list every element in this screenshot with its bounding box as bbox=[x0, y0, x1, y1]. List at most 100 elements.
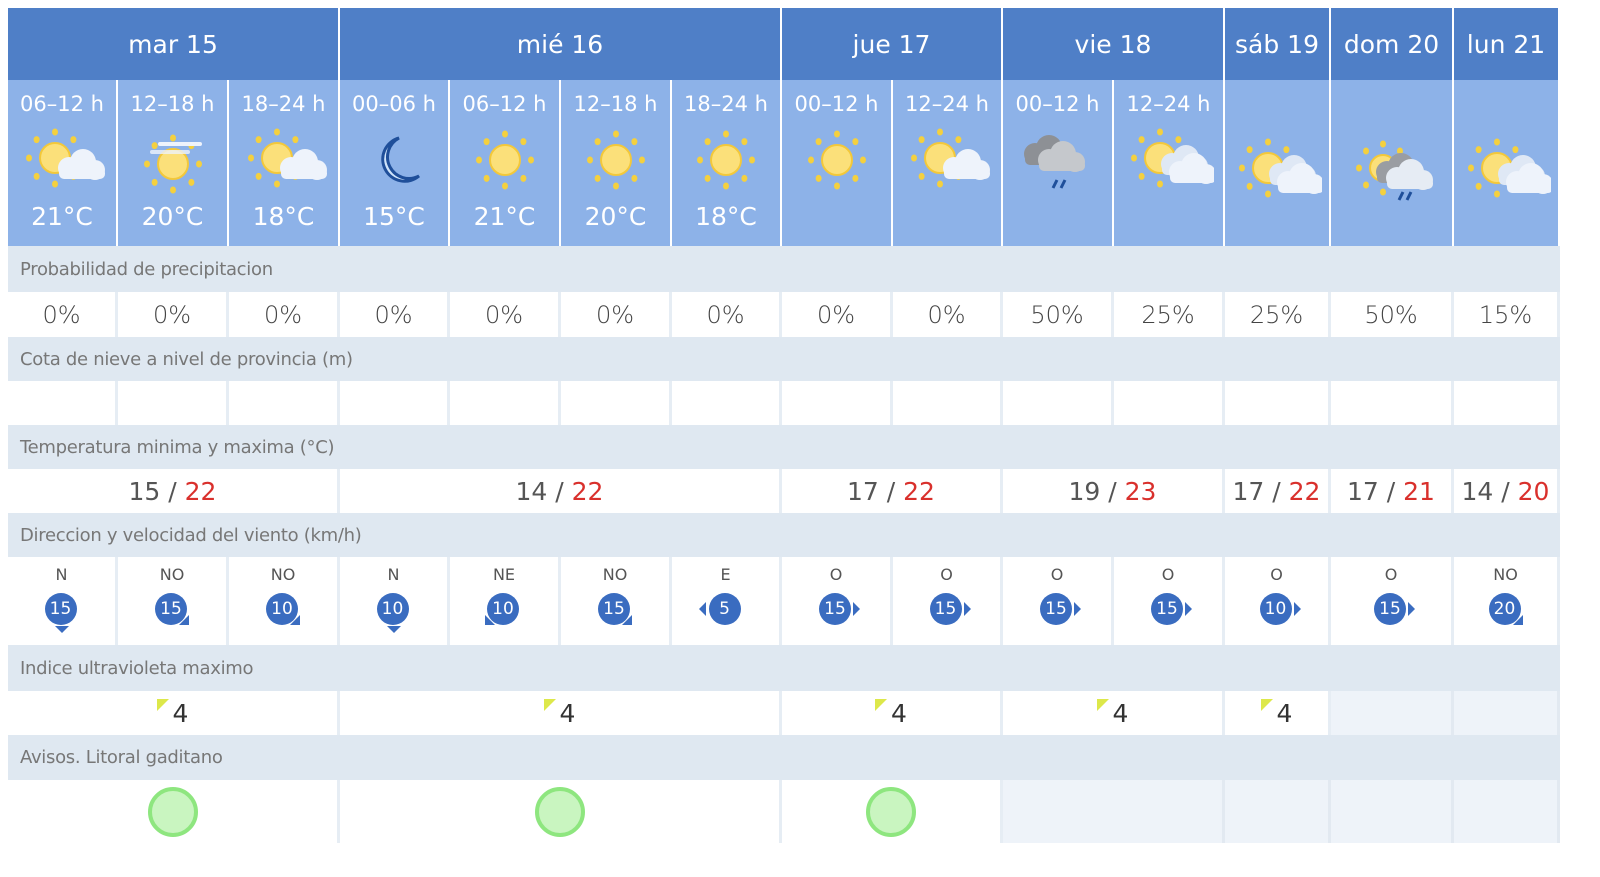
precip-value: 25% bbox=[1225, 292, 1331, 337]
precip-value: 50% bbox=[1331, 292, 1454, 337]
wind-cell: O 15 bbox=[1003, 557, 1114, 645]
wind-badge: 15 bbox=[155, 593, 189, 627]
uv-level-marker-icon bbox=[156, 699, 169, 711]
snow-level-cell bbox=[1003, 381, 1114, 425]
wind-badge: 5 bbox=[698, 593, 743, 627]
sun-clouds-icon bbox=[1124, 120, 1216, 200]
precip-value: 25% bbox=[1114, 292, 1225, 337]
sun-icon bbox=[681, 120, 771, 200]
sun-icon bbox=[571, 120, 661, 200]
day-header: lun 21 bbox=[1454, 8, 1560, 80]
period-cell: 00–06 h 15°C bbox=[340, 80, 450, 246]
wind-speed: 15 bbox=[929, 593, 962, 625]
avisos-label: Avisos. Litoral gaditano bbox=[8, 735, 1560, 780]
uv-index-value: 4 bbox=[559, 698, 576, 728]
uv-index-cell bbox=[1331, 691, 1454, 735]
snow-level-cell bbox=[8, 381, 118, 425]
uv-index-value: 4 bbox=[172, 698, 189, 728]
wind-cell: NO 10 bbox=[229, 557, 340, 645]
wind-direction: N bbox=[55, 565, 68, 584]
wind-cell: N 10 bbox=[340, 557, 450, 645]
wind-direction: N bbox=[387, 565, 400, 584]
temp-min-max: 17 / 22 bbox=[1225, 469, 1331, 513]
wind-speed: 15 bbox=[1374, 593, 1406, 625]
temp-min: 17 bbox=[1232, 476, 1265, 506]
wind-arrow-icon bbox=[1408, 602, 1415, 616]
period-label: 12–24 h bbox=[905, 92, 989, 116]
snow-level-cell bbox=[450, 381, 561, 425]
warning-cell bbox=[340, 780, 782, 843]
wind-badge: 15 bbox=[929, 593, 971, 627]
wind-speed: 10 bbox=[1259, 593, 1292, 625]
period-label: 18–24 h bbox=[241, 92, 326, 116]
wind-arrow-icon bbox=[1185, 602, 1192, 616]
weather-forecast-table: mar 15 mié 16 jue 17 vie 18 sáb 19 dom 20 lun … bbox=[8, 8, 1560, 843]
temp-min-max: 17 / 22 bbox=[782, 469, 1003, 513]
warning-cell bbox=[1331, 780, 1454, 843]
temp-max: 22 bbox=[903, 476, 935, 506]
temp-min-max: 17 / 21 bbox=[1331, 469, 1454, 513]
uv-index-value: 4 bbox=[1276, 698, 1293, 728]
sun-clouds-icon bbox=[1232, 130, 1324, 210]
uv-level-marker-icon bbox=[1260, 699, 1273, 711]
uv-index-cell bbox=[1454, 691, 1560, 735]
wind-cell: O 15 bbox=[782, 557, 893, 645]
period-label: 00–06 h bbox=[352, 92, 436, 116]
snow-level-cell bbox=[561, 381, 672, 425]
temp-max: 20 bbox=[1517, 476, 1550, 506]
temp-min-max: 19 / 23 bbox=[1003, 469, 1225, 513]
period-cell: 06–12 h 21°C bbox=[8, 80, 118, 246]
moon-icon bbox=[349, 120, 439, 200]
sun-cloud-rain-icon bbox=[1347, 130, 1437, 210]
temp-min-max: 15 / 22 bbox=[8, 469, 340, 513]
period-label: 06–12 h bbox=[462, 92, 547, 116]
green-warning-icon[interactable] bbox=[534, 786, 585, 837]
uv-index-cell: 4 bbox=[340, 691, 782, 735]
period-cell: 12–24 h bbox=[893, 80, 1003, 246]
temp-max: 23 bbox=[1124, 476, 1157, 506]
day-header: mié 16 bbox=[340, 8, 782, 80]
wind-speed: 15 bbox=[819, 593, 851, 625]
period-cell: 12–18 h 20°C bbox=[561, 80, 672, 246]
period-label: 06–12 h bbox=[20, 92, 104, 116]
wind-direction: O bbox=[1270, 565, 1283, 584]
temp-min: 19 bbox=[1068, 476, 1101, 506]
warning-cell bbox=[782, 780, 1003, 843]
green-warning-icon[interactable] bbox=[147, 786, 198, 837]
temp-separator: / bbox=[878, 476, 904, 506]
period-temperature: 18°C bbox=[695, 202, 757, 231]
sun-clouds-icon bbox=[1461, 130, 1553, 210]
period-temperature: 20°C bbox=[584, 202, 647, 231]
day-header: vie 18 bbox=[1003, 8, 1225, 80]
wind-badge: 10 bbox=[376, 593, 411, 633]
period-temperature: 18°C bbox=[252, 202, 315, 231]
wind-speed: 5 bbox=[708, 593, 741, 625]
temp-min: 17 bbox=[847, 476, 879, 506]
wind-direction: O bbox=[1384, 565, 1398, 584]
cloud-rain-icon bbox=[1013, 120, 1103, 200]
wind-cell: NO 15 bbox=[118, 557, 229, 645]
temp-separator: / bbox=[160, 476, 185, 506]
wind-arrow-icon bbox=[622, 615, 632, 625]
wind-badge: 10 bbox=[485, 593, 521, 627]
precip-value: 50% bbox=[1003, 292, 1114, 337]
temp-separator: / bbox=[547, 476, 572, 506]
warning-cell bbox=[1454, 780, 1560, 843]
green-warning-icon[interactable] bbox=[866, 786, 916, 837]
temp-min: 17 bbox=[1347, 476, 1379, 506]
wind-direction: O bbox=[829, 565, 843, 584]
warning-cell bbox=[1225, 780, 1331, 843]
uv-label: Indice ultravioleta maximo bbox=[8, 645, 1560, 691]
wind-arrow-icon bbox=[853, 602, 860, 616]
precip-value: 0% bbox=[893, 292, 1003, 337]
precip-label: Probabilidad de precipitacion bbox=[8, 246, 1560, 292]
snow-level-cell bbox=[118, 381, 229, 425]
precip-value: 0% bbox=[8, 292, 118, 337]
temp-max: 22 bbox=[571, 476, 604, 506]
wind-badge: 15 bbox=[1040, 593, 1081, 627]
temp-separator: / bbox=[1493, 476, 1518, 506]
snow-level-cell bbox=[1454, 381, 1560, 425]
uv-index-cell: 4 bbox=[8, 691, 340, 735]
wind-speed: 15 bbox=[1151, 593, 1183, 625]
